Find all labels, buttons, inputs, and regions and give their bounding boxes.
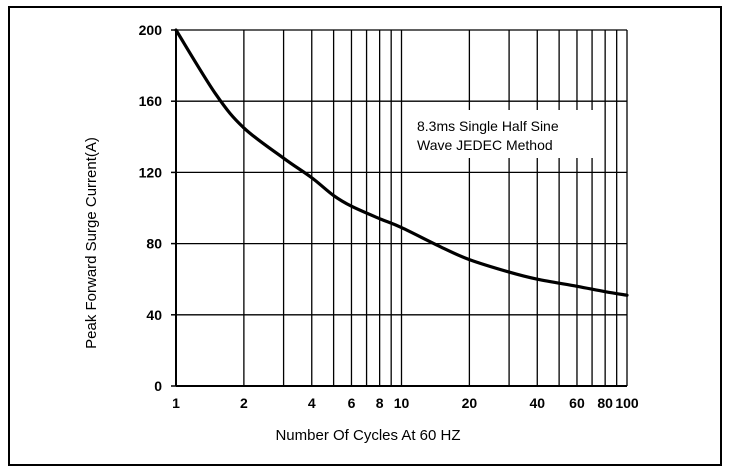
y-tick-labels: 0 40 80 120 160 200 [139,22,163,394]
x-tick-label: 20 [462,395,478,411]
annotation-box [410,110,604,158]
x-tick-label: 6 [348,395,356,411]
x-tick-label: 40 [529,395,545,411]
y-tick-label: 160 [139,93,163,109]
y-tick-label: 0 [154,378,162,394]
x-tick-labels: 1 2 4 6 8 10 20 40 60 80 100 [172,395,639,411]
x-tick-label: 100 [615,395,639,411]
y-tick-label: 200 [139,22,163,38]
y-tick-label: 80 [146,236,162,252]
x-axis-label: Number Of Cycles At 60 HZ [275,427,460,444]
y-tick-label: 40 [146,307,162,323]
x-tick-label: 60 [569,395,585,411]
y-tick-label: 120 [139,164,163,180]
axes [171,29,627,387]
y-axis-label: Peak Forward Surge Current(A) [83,137,100,349]
chart-frame [8,6,722,466]
annotation-line-1: 8.3ms Single Half Sine [417,118,559,134]
x-tick-label: 8 [376,395,384,411]
x-tick-label: 4 [308,395,316,411]
x-tick-label: 2 [240,395,248,411]
surge-current-curve [174,28,629,297]
x-tick-label: 1 [172,395,180,411]
x-tick-label: 10 [394,395,410,411]
x-tick-label: 80 [597,395,613,411]
annotation-line-2: Wave JEDEC Method [417,137,553,153]
grid-lines [175,29,628,387]
